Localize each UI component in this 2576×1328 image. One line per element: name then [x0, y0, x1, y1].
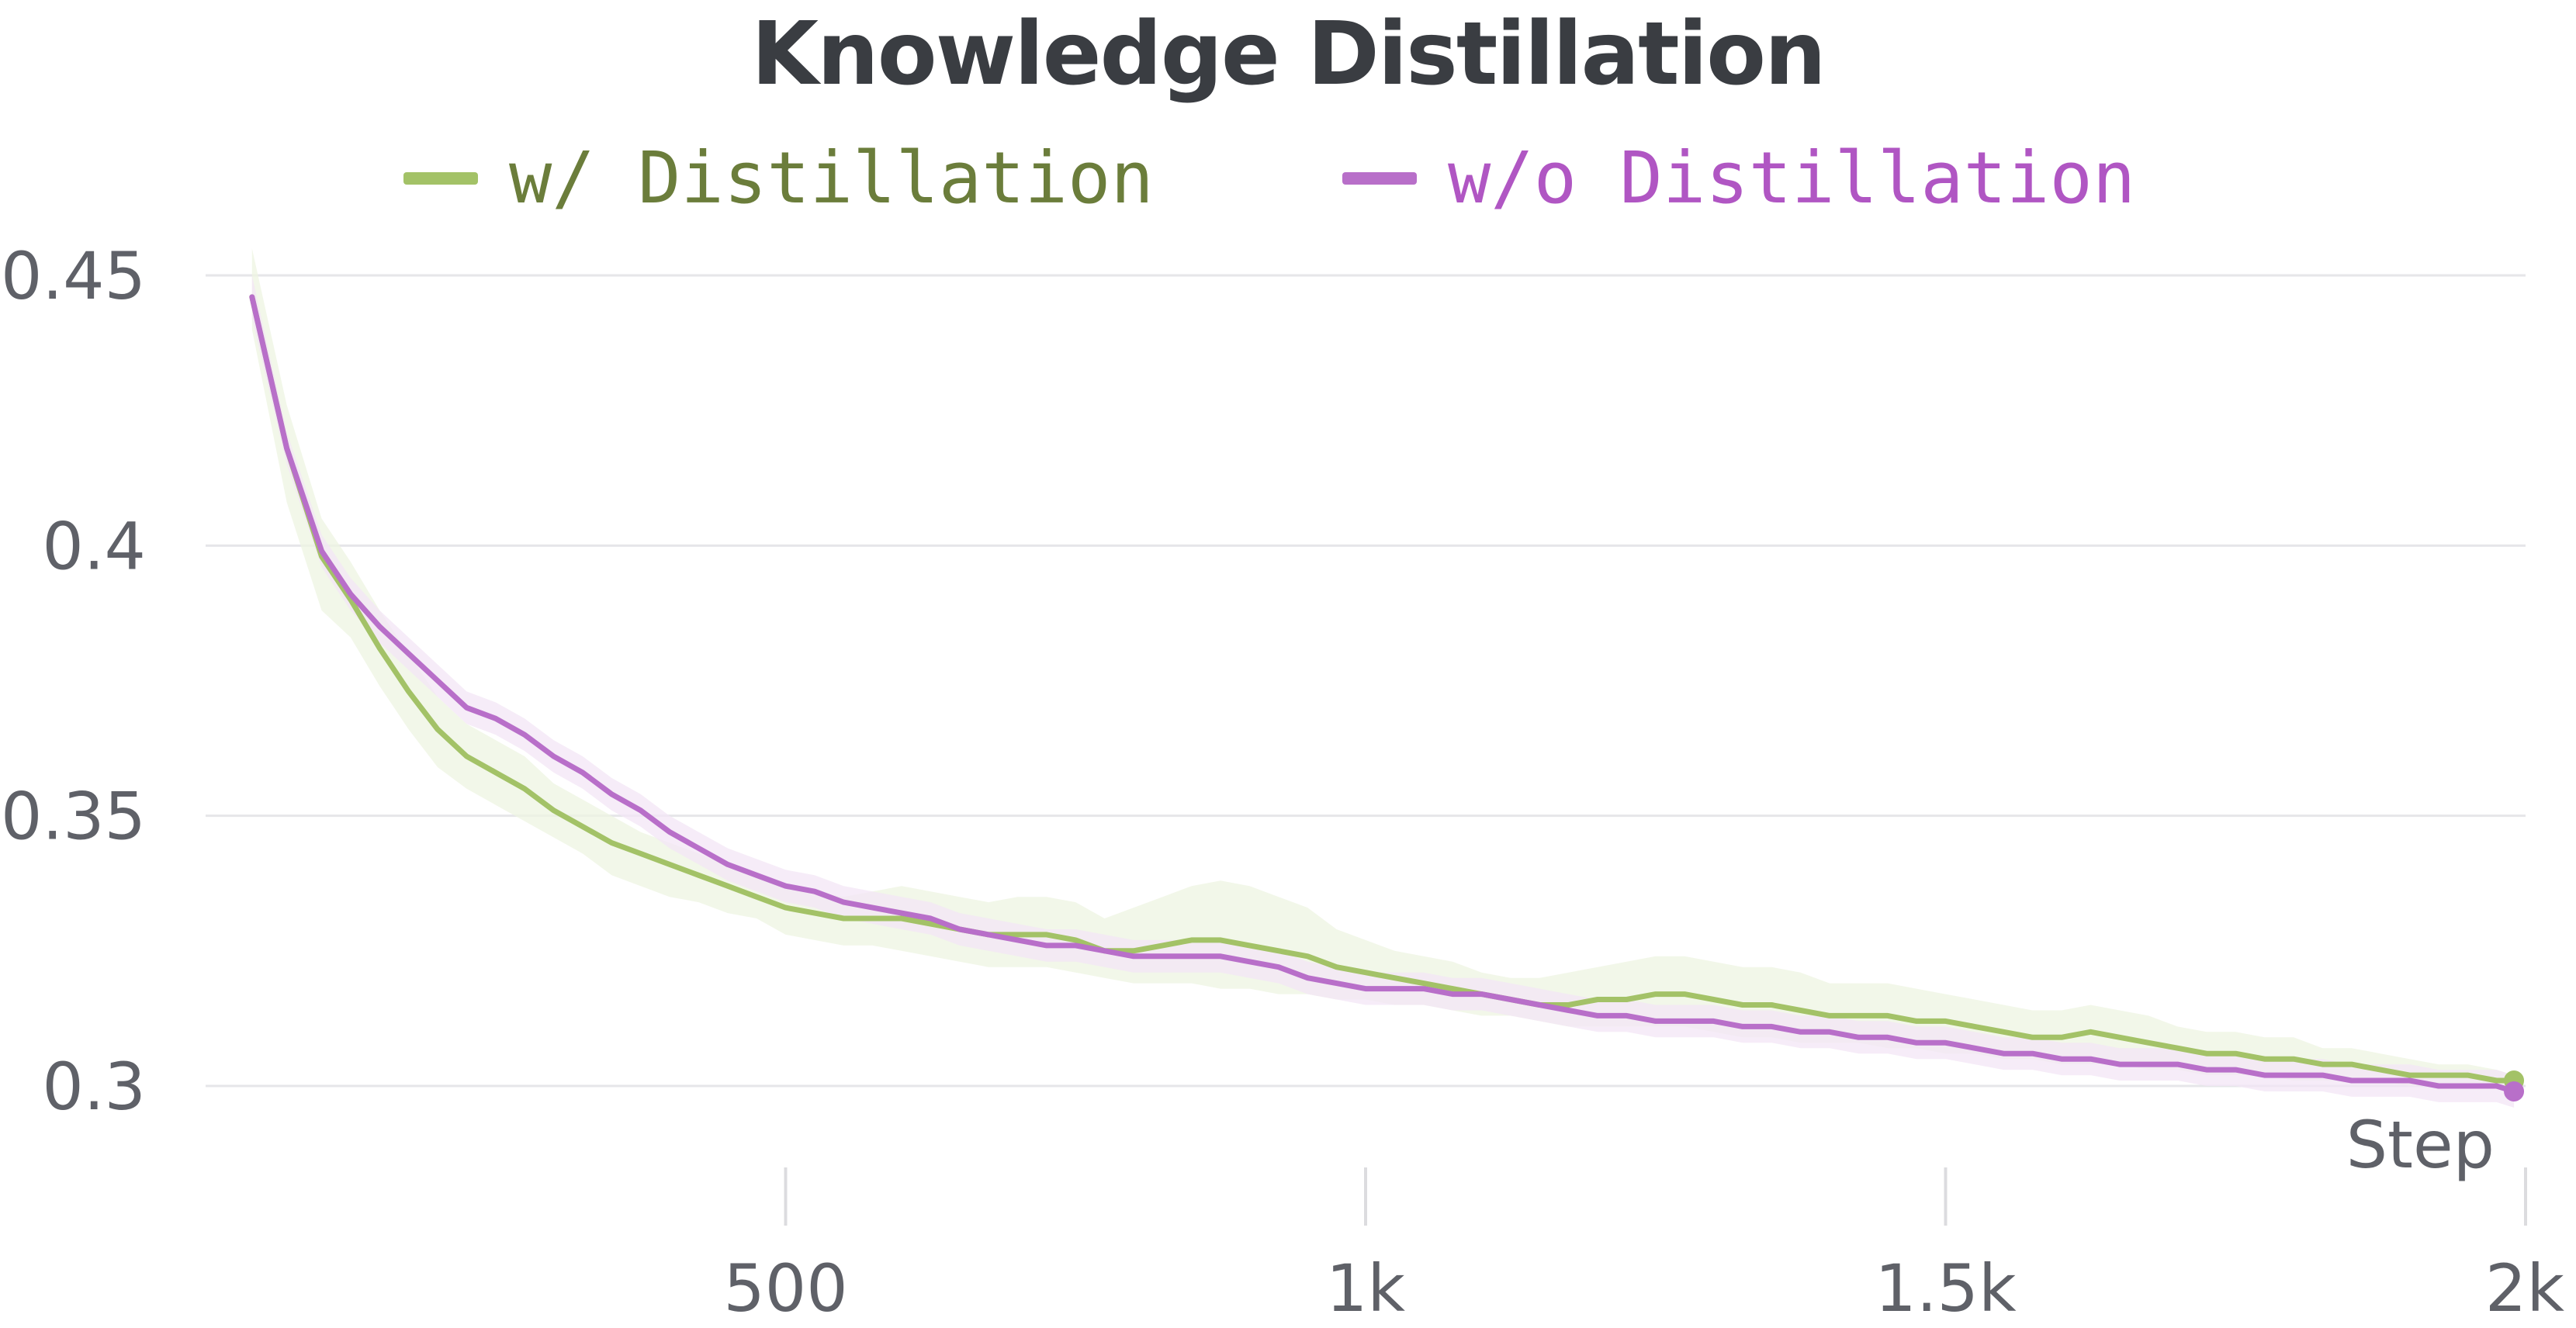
legend-item-without-distillation[interactable]: w/o Distillation: [1342, 140, 2135, 217]
legend-label-with-distillation: w/ Distillation: [509, 137, 1154, 220]
y-tick-label: 0.45: [1, 238, 146, 314]
x-tick-label: 1.5k: [1875, 1250, 2017, 1326]
x-axis-label: Step: [2346, 1107, 2495, 1183]
series-line-0: [249, 294, 2517, 1084]
legend-swatch-with-distillation: [403, 172, 478, 185]
y-tick-label: 0.4: [42, 508, 146, 584]
x-tick-label: 1k: [1326, 1250, 1405, 1326]
series-band-0: [251, 248, 2515, 1087]
legend-item-with-distillation[interactable]: w/ Distillation: [403, 140, 1154, 217]
legend-label-without-distillation: w/o Distillation: [1448, 137, 2136, 220]
legend: w/ Distillation w/o Distillation: [0, 140, 2576, 217]
series-band-1: [251, 275, 2515, 1108]
series-endpoint-1: [2504, 1081, 2525, 1101]
y-tick-label: 0.35: [1, 779, 146, 855]
x-tick-label: 2k: [2485, 1250, 2564, 1326]
series-line-1: [249, 294, 2517, 1095]
chart-title: Knowledge Distillation: [751, 4, 1826, 105]
legend-swatch-without-distillation: [1342, 172, 1417, 185]
y-tick-label: 0.3: [42, 1049, 146, 1125]
x-tick-label: 500: [723, 1250, 847, 1326]
